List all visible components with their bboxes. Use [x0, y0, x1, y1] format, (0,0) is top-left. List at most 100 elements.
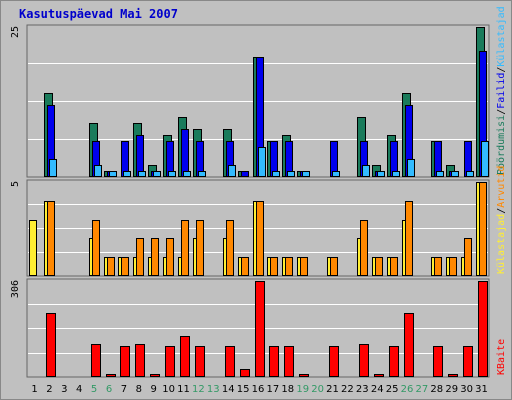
- top-ymax-label: 25: [10, 26, 21, 38]
- sites-bar: [92, 220, 100, 276]
- sites-bar: [375, 257, 383, 276]
- legend-entry: /: [496, 67, 507, 73]
- sites-bar: [434, 257, 442, 276]
- day-label: 20: [311, 384, 324, 395]
- files-bar: [481, 141, 489, 177]
- day-label: 4: [76, 384, 82, 395]
- pages-bar: [181, 129, 189, 177]
- kbytes-bar: [225, 346, 235, 377]
- kbytes-bar: [150, 374, 160, 377]
- sites-bar: [136, 238, 144, 276]
- sites-bar: [405, 201, 413, 276]
- sites-bar: [330, 257, 338, 276]
- legend-entry: KBaite: [496, 339, 507, 375]
- day-label: 8: [136, 384, 142, 395]
- day-label: 5: [91, 384, 97, 395]
- middle-panel: 5 Külastajad/Arvutid: [10, 166, 507, 277]
- day-label: 13: [207, 384, 220, 395]
- chart-panels: 25Pöördumisi/Failid/Külastajad5Külastaja…: [10, 6, 507, 378]
- sites-bar: [107, 257, 115, 276]
- legend-entry: Külastajad: [496, 214, 507, 274]
- day-label: 19: [296, 384, 309, 395]
- day-label: 10: [162, 384, 175, 395]
- legend-entry: /: [496, 208, 507, 214]
- day-label: 16: [252, 384, 265, 395]
- kbytes-bar: [359, 344, 369, 377]
- files-bar: [138, 171, 146, 177]
- kbytes-bar: [269, 346, 279, 377]
- sites-bar: [241, 257, 249, 276]
- day-label: 7: [121, 384, 127, 395]
- files-bar: [466, 171, 474, 177]
- sites-bar: [256, 201, 264, 276]
- files-bar: [183, 171, 191, 177]
- top-legend: Pöördumisi/Failid/Külastajad: [496, 6, 507, 175]
- middle-legend: Külastajad/Arvutid: [496, 166, 507, 274]
- day-label: 15: [237, 384, 250, 395]
- sites-bar: [181, 220, 189, 276]
- kbytes-bar: [120, 346, 130, 377]
- day-label: 21: [326, 384, 339, 395]
- kbytes-bar: [91, 344, 101, 377]
- day-label: 11: [177, 384, 190, 395]
- day-labels: 1 2 3 4 5 6 7 8 9 10 11 12 13 14 15 16 17 18 19 20 21 22 23 24 2…: [31, 384, 488, 395]
- day-label: 23: [356, 384, 369, 395]
- sites-bar: [300, 257, 308, 276]
- kbytes-bar: [240, 369, 250, 377]
- files-bar: [198, 171, 206, 177]
- day-label: 3: [61, 384, 67, 395]
- sites-bar: [47, 201, 55, 276]
- files-bar: [436, 171, 444, 177]
- legend-entry: Külastajad: [496, 6, 507, 66]
- day-label: 6: [106, 384, 112, 395]
- day-label: 25: [386, 384, 399, 395]
- day-label: 31: [475, 384, 488, 395]
- legend-entry: Arvutid: [496, 166, 507, 208]
- hits-bar: [29, 220, 37, 276]
- kbytes-bar: [478, 281, 488, 377]
- files-bar: [153, 171, 161, 177]
- kbytes-bar: [299, 374, 309, 377]
- kbytes-bar: [433, 346, 443, 377]
- day-label: 22: [341, 384, 354, 395]
- kbytes-bar: [106, 374, 116, 377]
- files-bar: [168, 171, 176, 177]
- day-label: 2: [46, 384, 52, 395]
- kbytes-bar: [404, 313, 414, 377]
- middle-ymax-label: 5: [10, 181, 21, 187]
- day-label: 26: [401, 384, 414, 395]
- chart-title: Kasutuspäevad Mai 2007: [19, 7, 178, 21]
- legend-entry: /: [496, 109, 507, 115]
- kbytes-bar: [255, 281, 265, 377]
- kbytes-bar: [374, 374, 384, 377]
- pages-bar: [136, 135, 144, 177]
- kbytes-bar: [463, 346, 473, 377]
- day-label: 30: [460, 384, 473, 395]
- sites-bar: [449, 257, 457, 276]
- files-bar: [258, 147, 266, 177]
- legend-entry: Failid: [496, 73, 507, 109]
- bottom-legend: KBaite: [496, 339, 507, 375]
- files-bar: [228, 165, 236, 177]
- sites-bar: [166, 238, 174, 276]
- sites-bar: [226, 220, 234, 276]
- files-bar: [451, 171, 459, 177]
- files-bar: [49, 159, 57, 177]
- kbytes-bar: [329, 346, 339, 377]
- kbytes-bar: [165, 346, 175, 377]
- files-bar: [109, 171, 117, 177]
- files-bar: [302, 171, 310, 177]
- kbytes-bar: [46, 313, 56, 377]
- kbytes-bar: [180, 336, 190, 377]
- sites-bar: [121, 257, 129, 276]
- day-label: 27: [416, 384, 429, 395]
- files-bar: [332, 171, 340, 177]
- files-bar: [94, 165, 102, 177]
- legend-entry: Pöördumisi: [496, 115, 507, 175]
- day-label: 9: [151, 384, 157, 395]
- sites-bar: [270, 257, 278, 276]
- sites-bar: [464, 238, 472, 276]
- sites-bar: [360, 220, 368, 276]
